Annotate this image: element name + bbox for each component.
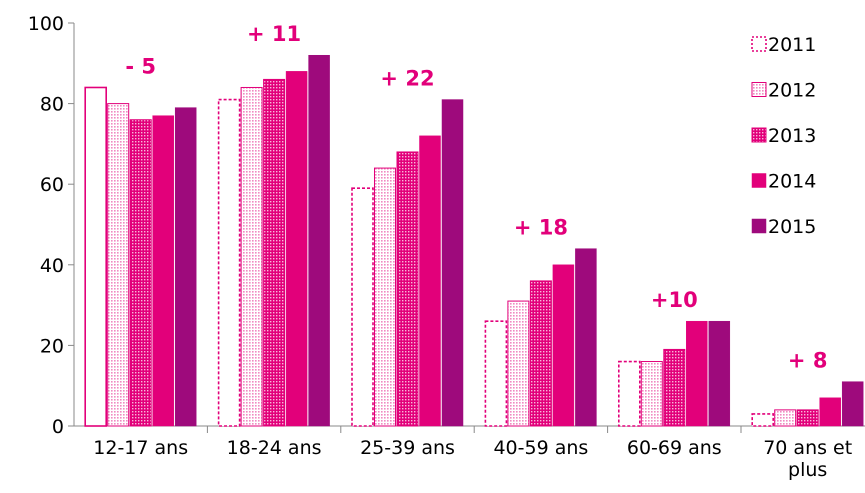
bar-2015 bbox=[441, 99, 464, 427]
x-tick-label: 40-59 ans bbox=[493, 437, 588, 459]
bar-2013 bbox=[529, 280, 552, 427]
bar-2011 bbox=[751, 413, 775, 427]
change-annotation: + 11 bbox=[247, 22, 301, 46]
legend-label: 2013 bbox=[768, 125, 816, 147]
bar-2014 bbox=[152, 115, 174, 427]
bar-2013 bbox=[263, 78, 286, 427]
bar-2015 bbox=[308, 54, 330, 427]
change-annotation: +10 bbox=[651, 288, 698, 312]
bar-2012 bbox=[107, 103, 130, 427]
bar-2013 bbox=[129, 119, 152, 427]
bar-2015 bbox=[841, 381, 864, 427]
x-tick-label: 25-39 ans bbox=[360, 437, 455, 459]
x-tick-label: 18-24 ans bbox=[227, 437, 322, 459]
x-tick-label: 60-69 ans bbox=[627, 437, 722, 459]
x-tick-label: plus bbox=[788, 459, 827, 481]
bar-2011 bbox=[484, 320, 508, 427]
bar-2013 bbox=[663, 348, 686, 427]
bar-2012 bbox=[774, 409, 797, 427]
legend-swatch-2012 bbox=[751, 82, 767, 97]
change-annotation: + 22 bbox=[380, 67, 434, 91]
legend-label: 2011 bbox=[768, 34, 816, 56]
x-tick-label: 70 ans et bbox=[763, 437, 852, 459]
legend-label: 2014 bbox=[768, 171, 816, 193]
bar-2015 bbox=[575, 248, 597, 427]
y-tick-label: 60 bbox=[40, 174, 64, 196]
bar-2012 bbox=[640, 361, 663, 427]
y-tick-label: 40 bbox=[40, 255, 64, 277]
legend-swatch-2015 bbox=[751, 218, 767, 234]
x-tick-label: 12-17 ans bbox=[93, 437, 188, 459]
legend-swatch-2013 bbox=[751, 127, 767, 143]
bar-2014 bbox=[285, 71, 308, 427]
bar-2011 bbox=[617, 360, 641, 427]
bar-2015 bbox=[708, 320, 731, 427]
bar-2011 bbox=[84, 86, 107, 427]
bar-2011 bbox=[217, 98, 241, 427]
bar-2013 bbox=[396, 151, 419, 427]
bar-2012 bbox=[240, 86, 263, 427]
change-annotation: + 18 bbox=[514, 216, 568, 240]
bar-2012 bbox=[507, 300, 530, 427]
bar-2014 bbox=[819, 397, 841, 427]
bar-2014 bbox=[552, 264, 575, 427]
y-tick-label: 20 bbox=[40, 335, 64, 357]
bar-2014 bbox=[419, 135, 441, 427]
bar-2014 bbox=[686, 320, 708, 427]
legend-swatch-2011 bbox=[751, 36, 767, 52]
y-tick-label: 100 bbox=[28, 13, 64, 35]
bar-2011 bbox=[351, 187, 374, 427]
legend-label: 2015 bbox=[768, 216, 816, 238]
change-annotation: - 5 bbox=[125, 54, 156, 78]
y-tick-label: 80 bbox=[40, 94, 64, 116]
bar-2012 bbox=[374, 167, 396, 427]
y-tick-label: 0 bbox=[52, 416, 64, 438]
bar-2013 bbox=[796, 409, 819, 427]
legend-swatch-2014 bbox=[751, 173, 767, 188]
bar-2015 bbox=[174, 107, 197, 427]
change-annotation: + 8 bbox=[788, 349, 828, 373]
legend-label: 2012 bbox=[768, 80, 816, 102]
